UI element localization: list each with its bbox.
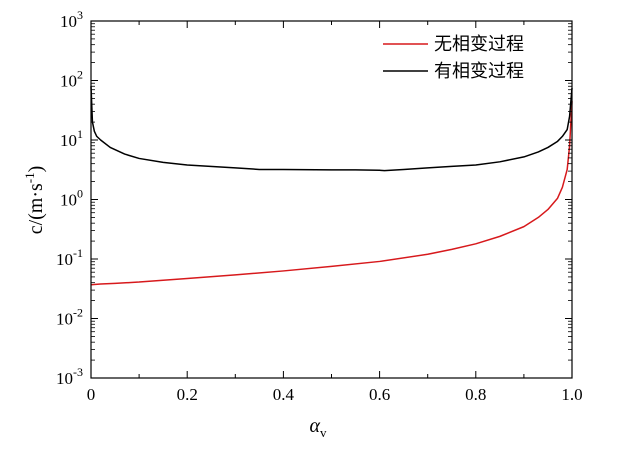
x-tick-label: 0 <box>87 385 96 404</box>
legend: 无相变过程 有相变过程 <box>383 34 524 82</box>
y-axis-label: c/(m·s-1) <box>22 166 47 235</box>
series-line-phase-change <box>90 86 573 172</box>
y-tick-label: 10-1 <box>56 246 83 269</box>
y-tick-label: 103 <box>60 8 83 31</box>
series-layer <box>90 86 573 286</box>
x-tick-label: 0.8 <box>465 385 486 404</box>
y-tick-label: 10-3 <box>56 365 83 388</box>
x-tick-label: 0.2 <box>177 385 198 404</box>
x-tick-label: 0.4 <box>273 385 295 404</box>
y-tick-label: 101 <box>60 127 83 150</box>
y-tick-label: 10-2 <box>56 306 83 329</box>
legend-label-no-phase-change: 无相变过程 <box>434 34 524 55</box>
y-tick-label: 100 <box>60 187 83 210</box>
x-axis-label: αv <box>310 415 328 440</box>
legend-label-phase-change: 有相变过程 <box>434 61 524 82</box>
x-tick-label: 0.6 <box>369 385 390 404</box>
ticks-layer: 0 0.2 0.4 0.6 0.8 1.0 10-3 10-2 10-1 100 101 102 103 <box>56 8 583 404</box>
series-line-no-phase-change <box>90 101 573 286</box>
y-tick-label: 102 <box>60 68 83 91</box>
x-tick-label: 1.0 <box>561 385 582 404</box>
